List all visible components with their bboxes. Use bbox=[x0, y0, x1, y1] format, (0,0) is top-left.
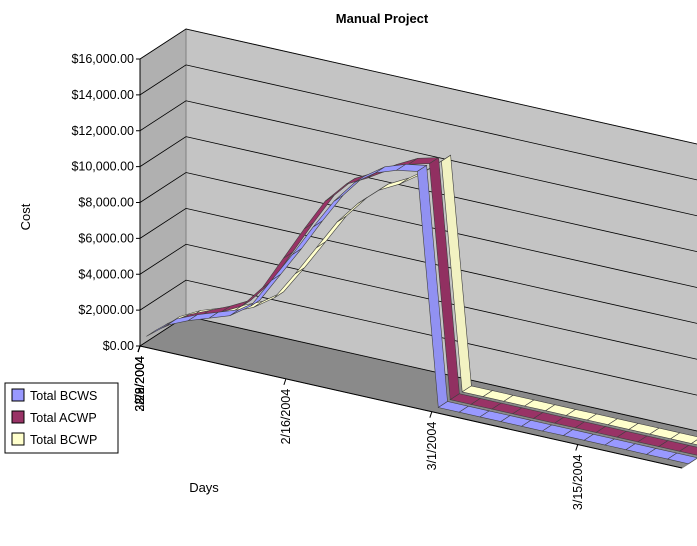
gridline bbox=[139, 136, 697, 253]
x-tick-mark bbox=[429, 411, 433, 418]
series-bcwp bbox=[170, 154, 697, 446]
legend-item-bcwp: Total BCWP bbox=[11, 432, 97, 447]
y-tick-label: $0.00 bbox=[103, 339, 134, 353]
x-axis-title: Days bbox=[189, 480, 219, 495]
legend-swatch-bcws bbox=[11, 388, 25, 402]
gridline bbox=[139, 172, 697, 288]
y-tick-label: $8,000.00 bbox=[78, 196, 134, 210]
y-tick-label: $2,000.00 bbox=[78, 303, 134, 317]
gridline bbox=[139, 64, 697, 181]
x-tick-label: 2/2/2004 bbox=[133, 356, 147, 405]
chart-title: Manual Project bbox=[336, 11, 429, 26]
x-tick-label: 3/1/2004 bbox=[425, 422, 439, 471]
series-bcws bbox=[146, 163, 697, 465]
y-tick-label: $6,000.00 bbox=[78, 231, 134, 245]
y-tick-label: $14,000.00 bbox=[71, 88, 134, 102]
legend-label-acwp: Total ACWP bbox=[30, 411, 97, 425]
legend-swatch-acwp bbox=[11, 410, 25, 424]
x-axis-line bbox=[139, 345, 683, 469]
gridline bbox=[139, 279, 697, 396]
y-tick-label: $10,000.00 bbox=[71, 160, 134, 174]
legend-label-bcws: Total BCWS bbox=[30, 389, 97, 403]
chart-walls bbox=[138, 28, 697, 469]
series-segment bbox=[678, 444, 697, 456]
y-tick-label: $12,000.00 bbox=[71, 124, 134, 138]
x-tick-mark bbox=[283, 378, 287, 386]
series-segment bbox=[666, 452, 697, 465]
legend-item-bcws: Total BCWS bbox=[11, 388, 97, 403]
x-tick-label: 2/23/2004 bbox=[133, 356, 147, 412]
y-axis-title: Cost bbox=[18, 203, 33, 230]
y-tick-label: $16,000.00 bbox=[71, 52, 134, 66]
y-tick-label: $4,000.00 bbox=[78, 267, 134, 281]
gridline bbox=[139, 28, 697, 145]
legend: Total BCWS Total ACWP Total BCWP bbox=[4, 382, 119, 454]
x-tick-mark bbox=[575, 444, 579, 451]
legend-swatch-bcwp bbox=[11, 432, 25, 446]
series-segment bbox=[669, 432, 697, 444]
legend-label-bcwp: Total BCWP bbox=[30, 433, 97, 447]
y-axis-ticks: $0.00 $2,000.00 $4,000.00 $6,000.00 $8,000.0… bbox=[71, 52, 141, 353]
x-tick-label: 3/8/2004 bbox=[133, 356, 147, 405]
x-tick-label: 3/15/2004 bbox=[571, 454, 585, 510]
gridline bbox=[139, 207, 697, 324]
x-tick-label: 2/16/2004 bbox=[279, 389, 293, 445]
x-tick-mark bbox=[137, 345, 141, 353]
series-segment bbox=[690, 439, 697, 446]
gridline bbox=[139, 100, 697, 217]
x-tick-label: 2/9/2004 bbox=[133, 356, 147, 405]
gridline bbox=[139, 243, 697, 360]
x-tick-label: 3/22/2004 bbox=[133, 356, 147, 412]
gridlines bbox=[139, 28, 697, 432]
series-ribbons bbox=[146, 154, 697, 465]
legend-item-acwp: Total ACWP bbox=[11, 410, 97, 425]
